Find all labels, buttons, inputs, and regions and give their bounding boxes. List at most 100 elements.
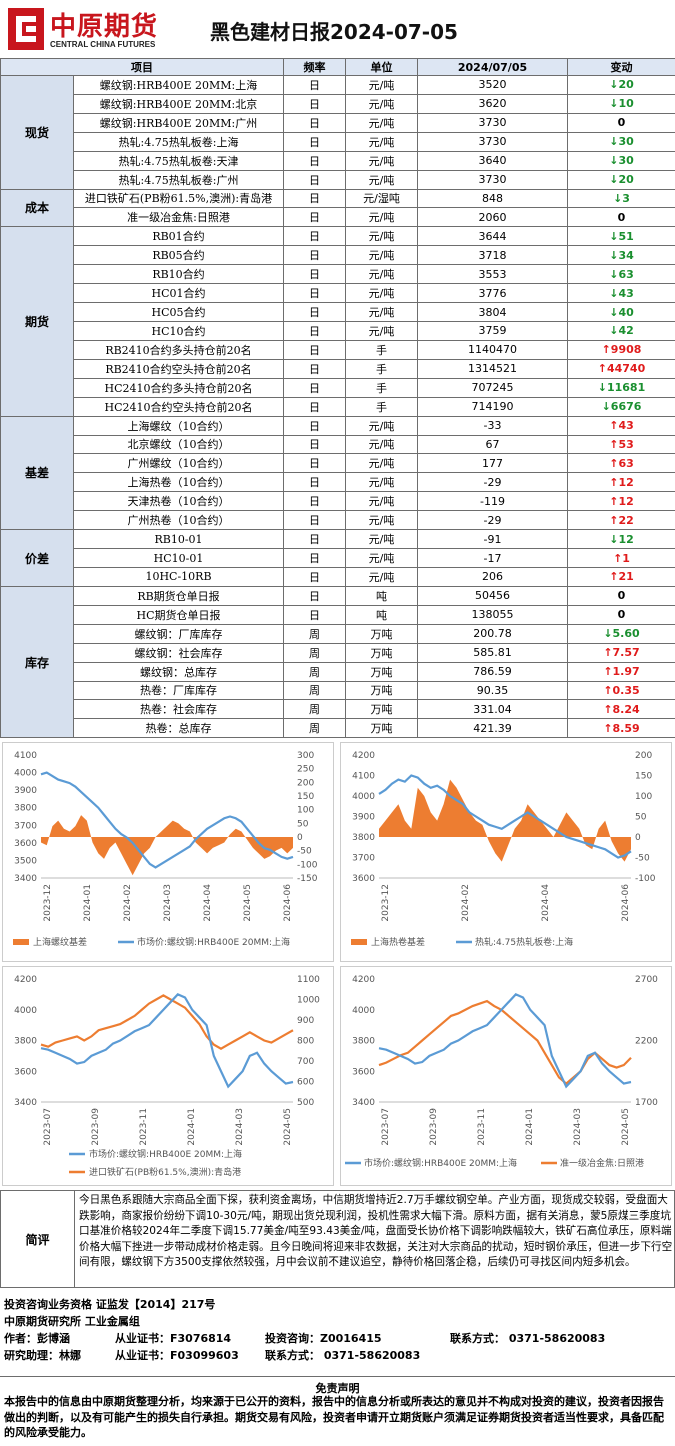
unit-cell: 元/吨 — [345, 510, 418, 531]
change-value: 43 — [618, 419, 634, 433]
value-cell: -29 — [417, 510, 568, 531]
left-tick-label: 3600 — [14, 839, 37, 849]
author-consult-license: 投资咨询：Z0016415 — [265, 1332, 382, 1345]
change-cell: ↓63 — [567, 264, 675, 285]
item-cell: 天津热卷（10合约） — [73, 491, 284, 512]
arrow-down-icon: ↓ — [609, 229, 619, 243]
item-cell: HC期货仓单日报 — [73, 604, 284, 625]
arrow-down-icon: ↓ — [609, 78, 619, 92]
disclaimer-divider — [0, 1376, 675, 1377]
change-cell: ↓10 — [567, 93, 675, 114]
item-cell: RB01合约 — [73, 226, 284, 247]
category-cell: 库存 — [0, 585, 74, 739]
value-cell: 3644 — [417, 226, 568, 247]
unit-cell: 万吨 — [345, 642, 418, 663]
arrow-down-icon: ↓ — [609, 135, 619, 149]
value-cell: 200.78 — [417, 623, 568, 644]
right-tick-label: 2200 — [635, 1037, 658, 1047]
left-tick-label: 3400 — [14, 1098, 37, 1108]
change-cell: ↑7.57 — [567, 642, 675, 663]
table-row: HC10合约日元/吨 3759 ↓42 — [1, 320, 675, 341]
value-cell: 67 — [417, 434, 568, 455]
item-cell: 北京螺纹（10合约） — [73, 434, 284, 455]
change-value: 30 — [618, 154, 634, 168]
unit-cell: 元/吨 — [345, 434, 418, 455]
frequency-cell: 日 — [283, 358, 346, 379]
item-cell: 热轧:4.75热轧板卷:天津 — [73, 150, 284, 171]
table-row: RB05合约日元/吨 3718 ↓34 — [1, 245, 675, 266]
basis-area — [41, 815, 293, 876]
table-row: 准一级冶金焦:日照港日元/吨 2060 0 — [1, 207, 675, 228]
item-cell: HC2410合约多头持仓前20名 — [73, 377, 284, 398]
comment-text: 今日黑色系跟随大宗商品全面下探，获利资金离场，中信期货增持近2.7万手螺纹钢空单… — [79, 1194, 673, 1268]
value-cell: -33 — [417, 415, 568, 436]
unit-cell: 元/吨 — [345, 566, 418, 587]
item-cell: HC05合约 — [73, 302, 284, 322]
arrow-up-icon: ↑ — [613, 551, 623, 565]
arrow-down-icon: ↓ — [597, 381, 607, 395]
assistant-name: 研究助理：林娜 — [4, 1349, 81, 1362]
right-tick-label: 50 — [635, 813, 647, 823]
series-line-1 — [378, 993, 632, 1089]
unit-cell: 手 — [345, 377, 418, 398]
table-row: 成本 进口铁矿石(PB粉61.5%,澳洲):青岛港日元/湿吨 848 ↓3 — [0, 188, 675, 228]
item-cell: HC10合约 — [73, 320, 284, 341]
unit-cell: 元/吨 — [345, 472, 418, 493]
table-row: RB10合约日元/吨 3553 ↓63 — [1, 264, 675, 285]
change-value: 20 — [618, 173, 634, 187]
table-row: 螺纹钢：总库存周万吨 786.59 ↑1.97 — [1, 661, 675, 682]
table-row: 价差 RB10-01 日元/吨 -91 ↓12 — [0, 529, 675, 587]
frequency-cell: 日 — [283, 245, 346, 266]
change-cell: ↓51 — [567, 226, 675, 247]
change-value: 0 — [617, 608, 626, 622]
item-cell: 广州热卷（10合约） — [73, 510, 284, 531]
item-cell: HC2410合约空头持仓前20名 — [73, 396, 284, 417]
legend-label-line-2: 进口铁矿石(PB粉61.5%,澳洲):青岛港 — [89, 1166, 241, 1178]
series-line-1 — [40, 993, 294, 1089]
item-cell: 上海螺纹（10合约） — [73, 415, 284, 436]
item-cell: 螺纹钢：社会库存 — [73, 642, 284, 663]
change-cell: ↓20 — [567, 75, 675, 95]
unit-cell: 元/吨 — [345, 131, 418, 152]
disclaimer-text: 本报告中的信息由中原期货整理分析，均来源于已公开的资料，报告中的信息分析或所表达… — [4, 1395, 664, 1439]
item-cell: 热轧:4.75热轧板卷:上海 — [73, 131, 284, 152]
change-cell: ↓30 — [567, 131, 675, 152]
left-tick-label: 3900 — [352, 813, 375, 823]
frequency-cell: 日 — [283, 112, 346, 133]
change-cell: 0 — [567, 585, 675, 606]
value-cell: 138055 — [417, 604, 568, 625]
table-row: 螺纹钢：厂库库存周万吨 200.78 ↓5.60 — [1, 623, 675, 644]
author-contact: 联系方式： 0371-58620083 — [450, 1332, 606, 1345]
value-cell: 786.59 — [417, 661, 568, 682]
right-tick-label: 250 — [297, 765, 314, 775]
item-cell: 广州螺纹（10合约） — [73, 453, 284, 474]
frequency-cell: 周 — [283, 718, 346, 739]
unit-cell: 元/吨 — [345, 226, 418, 247]
arrow-down-icon: ↓ — [609, 324, 619, 338]
table-row: 热卷：社会库存周万吨 331.04 ↑8.24 — [1, 699, 675, 720]
value-cell: 2060 — [417, 207, 568, 228]
left-tick-label: 3600 — [352, 1067, 375, 1077]
right-tick-label: 600 — [297, 1078, 314, 1088]
frequency-cell: 日 — [283, 150, 346, 171]
change-cell: ↑43 — [567, 415, 675, 436]
author-name: 作者：彭博涵 — [4, 1332, 70, 1345]
chart-rebar-vs-iron-ore: 4200 4000 3800 3600 3400 1100 1000 900 800 700 600… — [2, 966, 334, 1186]
arrow-down-icon: ↓ — [609, 267, 619, 281]
change-value: 1 — [622, 551, 630, 565]
legend-label-line: 市场价:螺纹钢:HRB400E 20MM:上海 — [137, 936, 290, 948]
item-cell: HC10-01 — [73, 548, 284, 568]
left-tick-label: 3700 — [352, 854, 375, 864]
category-cell: 价差 — [0, 529, 74, 587]
change-cell: ↑8.59 — [567, 718, 675, 739]
change-cell: ↓5.60 — [567, 623, 675, 644]
disclaimer-title: 免责声明 — [315, 1382, 360, 1395]
category-cell: 成本 — [0, 188, 74, 228]
arrow-up-icon: ↑ — [609, 475, 619, 489]
x-tick-label: 2023-12 — [381, 884, 391, 922]
table-row: HC期货仓单日报日吨 138055 0 — [1, 604, 675, 625]
frequency-cell: 日 — [283, 75, 346, 95]
value-cell: -17 — [417, 548, 568, 568]
frequency-cell: 日 — [283, 188, 346, 209]
change-value: 53 — [618, 437, 634, 451]
